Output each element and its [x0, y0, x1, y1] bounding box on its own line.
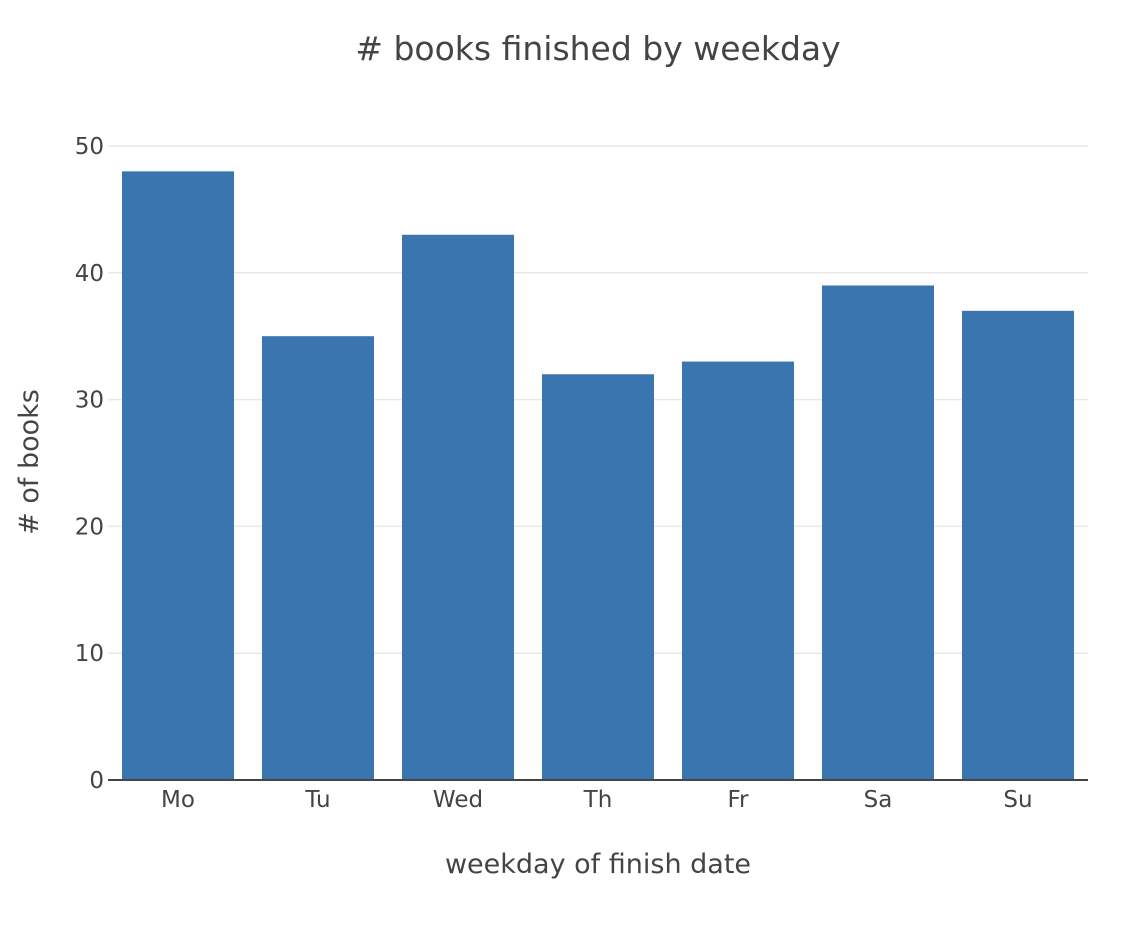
x-tick-label: Sa — [864, 787, 893, 813]
y-tick-label: 50 — [75, 134, 104, 160]
x-tick-label: Su — [1003, 787, 1032, 813]
y-tick-label: 0 — [89, 768, 104, 794]
bar-mo — [122, 171, 234, 781]
x-tick-label: Th — [583, 787, 613, 813]
y-tick-label: 10 — [75, 641, 104, 667]
bar-fr — [682, 361, 794, 780]
bar-wed — [402, 234, 514, 780]
y-tick-labels: 0 10 20 30 40 50 — [75, 134, 104, 794]
bar-su — [962, 310, 1074, 780]
x-tick-labels: Mo Tu Wed Th Fr Sa Su — [161, 787, 1033, 813]
bar-sa — [822, 285, 934, 780]
x-axis-title: weekday of finish date — [445, 849, 751, 880]
bar-th — [542, 374, 654, 780]
chart-title: # books finished by weekday — [355, 29, 840, 68]
y-tick-label: 40 — [75, 261, 104, 287]
y-axis-title: # of books — [14, 389, 45, 535]
x-tick-label: Mo — [161, 787, 195, 813]
y-tick-label: 30 — [75, 388, 104, 414]
x-tick-label: Fr — [727, 787, 749, 813]
x-tick-label: Wed — [433, 787, 483, 813]
x-tick-label: Tu — [304, 787, 330, 813]
y-tick-label: 20 — [75, 514, 104, 540]
bars — [122, 171, 1074, 781]
bar-tu — [262, 336, 374, 780]
